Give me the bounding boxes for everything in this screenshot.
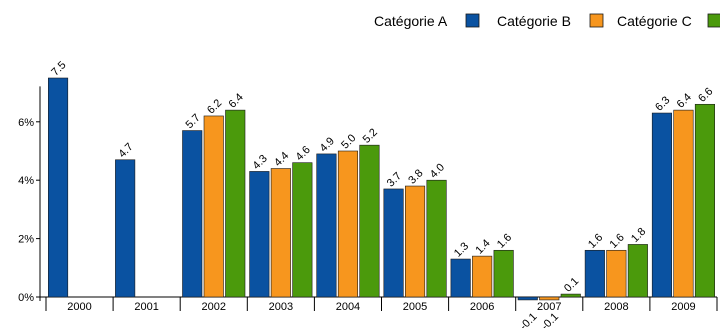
x-tick-label: 2004 (336, 301, 360, 313)
bar (560, 293, 581, 298)
x-tick-label: 2009 (671, 301, 695, 313)
legend-label: Catégorie C (617, 13, 692, 29)
bar (651, 112, 673, 298)
bar (450, 258, 471, 298)
data-label: 7.5 (49, 59, 68, 78)
data-label: 6.2 (205, 97, 224, 116)
data-label: 1.6 (495, 232, 514, 251)
bar (47, 77, 69, 298)
bar (203, 115, 224, 298)
data-label: 1.4 (473, 237, 492, 256)
data-label: 6.3 (653, 94, 672, 113)
bar (472, 255, 493, 298)
bar (316, 153, 337, 298)
legend-swatch (707, 13, 720, 28)
bar (584, 249, 605, 298)
x-tick-label: 2002 (202, 301, 226, 313)
data-label: 4.0 (428, 161, 447, 180)
x-tick-label: 2007 (537, 301, 561, 313)
legend-label: Catégorie B (497, 13, 571, 29)
data-label: 1.6 (586, 232, 605, 251)
bar (383, 188, 404, 298)
bar (606, 249, 627, 298)
bar (627, 244, 648, 298)
bar (493, 249, 514, 298)
x-tick-label: 2005 (403, 301, 427, 313)
bar (182, 130, 203, 298)
data-label: 1.6 (608, 232, 627, 251)
bar (517, 296, 538, 301)
data-label: 4.6 (294, 144, 313, 163)
bar (225, 109, 246, 298)
data-label: -0.1 (518, 311, 540, 328)
data-label: -0.1 (539, 311, 561, 328)
bar (292, 162, 313, 298)
data-label: 6.6 (696, 86, 715, 105)
x-tick-label: 2003 (269, 301, 293, 313)
x-tick-label: 2006 (470, 301, 494, 313)
data-label: 6.4 (226, 91, 245, 110)
bar (404, 185, 426, 298)
bar (359, 144, 380, 298)
bar (115, 159, 136, 298)
y-tick-label: 6% (18, 117, 34, 129)
data-label: 3.7 (385, 170, 404, 189)
x-tick-label: 2008 (604, 301, 628, 313)
data-label: 1.8 (629, 226, 648, 245)
legend-swatch (589, 13, 604, 28)
data-label: 4.4 (272, 150, 291, 169)
bar (249, 171, 270, 298)
y-tick-label: 0% (18, 292, 34, 304)
x-tick-label: 2000 (67, 301, 91, 313)
data-label: 6.4 (675, 91, 694, 110)
y-tick-label: 4% (18, 175, 34, 187)
bar (694, 103, 716, 298)
bar (270, 168, 291, 298)
bar (673, 109, 694, 298)
data-label: 5.2 (361, 126, 380, 145)
legend-label: Catégorie A (374, 13, 448, 29)
data-label: 5.0 (339, 132, 358, 151)
bar (337, 150, 359, 298)
y-tick-label: 2% (18, 234, 34, 246)
data-label: 4.3 (251, 153, 270, 172)
data-label: 5.7 (183, 112, 202, 131)
bar (539, 296, 560, 301)
data-label: 4.7 (116, 141, 135, 160)
data-label: 0.1 (562, 275, 581, 294)
data-label: 1.3 (452, 240, 471, 259)
bar (426, 179, 447, 298)
data-label: 4.9 (318, 135, 337, 154)
legend-swatch (465, 13, 480, 28)
x-tick-label: 2001 (134, 301, 158, 313)
data-label: 3.8 (406, 167, 425, 186)
